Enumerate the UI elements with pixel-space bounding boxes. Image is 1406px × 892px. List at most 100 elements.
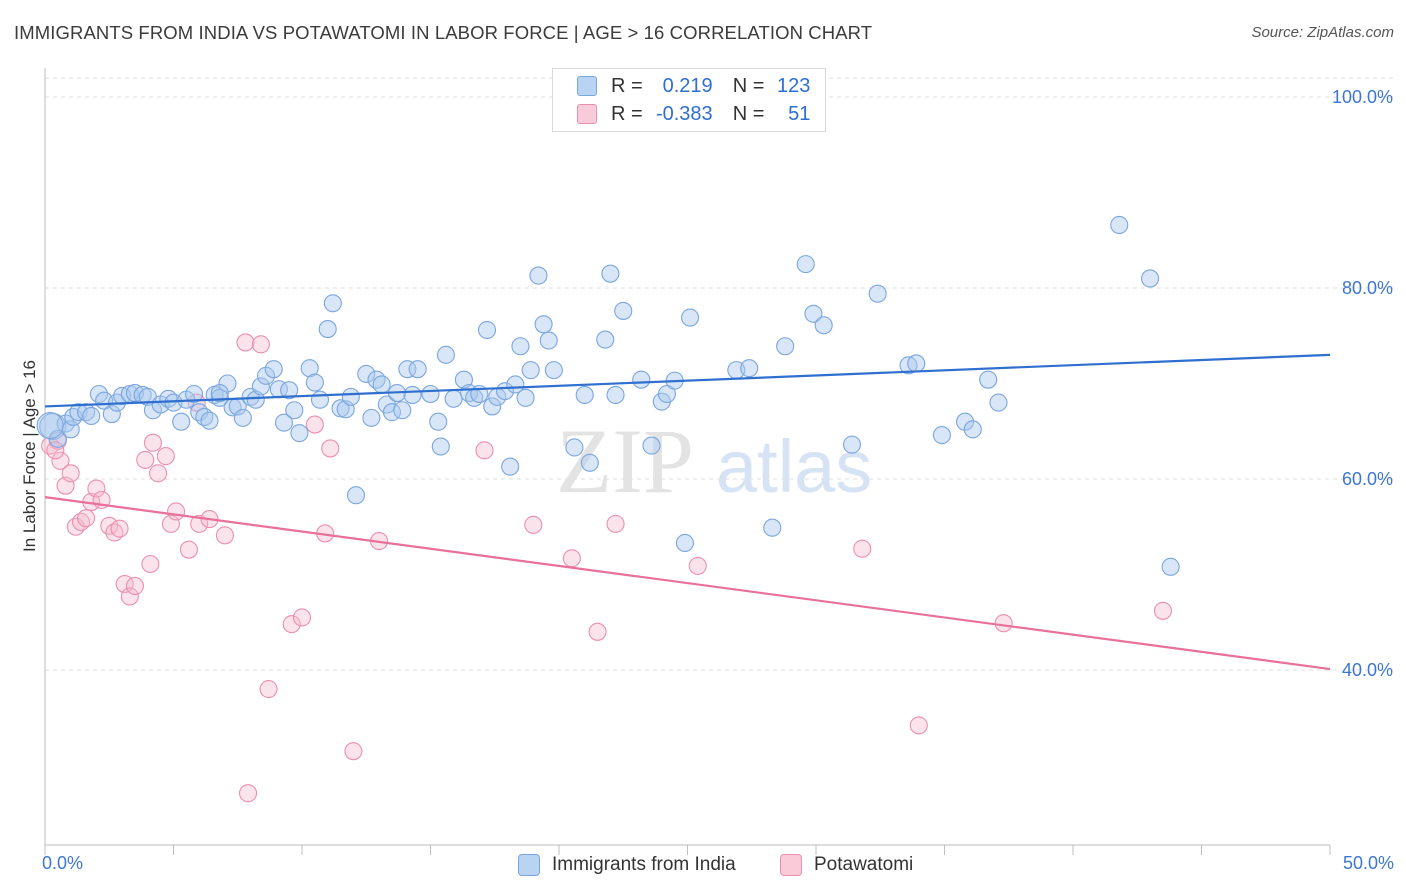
potawatomi-point — [236, 333, 255, 352]
potawatomi-point — [141, 554, 160, 574]
india-point — [341, 387, 360, 406]
potawatomi-point — [61, 464, 80, 483]
india-point — [36, 411, 64, 440]
potawatomi-point — [167, 502, 186, 521]
x-tick-label-max: 50.0% — [1343, 853, 1394, 873]
india-point — [796, 255, 815, 274]
x-tick-label-min: 0.0% — [42, 853, 83, 873]
india-point — [185, 384, 204, 404]
india-point — [657, 384, 676, 404]
r-label: R = — [611, 102, 643, 125]
potawatomi-point — [143, 433, 162, 452]
india-point — [544, 361, 563, 380]
india-point — [477, 320, 497, 340]
india-point — [274, 413, 294, 432]
potawatomi-point — [110, 519, 129, 538]
potawatomi-point — [321, 439, 340, 458]
potawatomi-legend-label: Potawatomi — [814, 854, 914, 875]
india-point — [521, 361, 540, 380]
potawatomi-point — [179, 540, 198, 559]
potawatomi-point — [120, 587, 139, 606]
potawatomi-point — [156, 447, 175, 466]
india-point — [403, 385, 422, 405]
india-point — [102, 405, 121, 424]
potawatomi-trend-line — [44, 496, 1331, 671]
potawatomi-point — [606, 514, 625, 533]
india-point — [172, 412, 191, 431]
n-value: 51 — [788, 102, 811, 125]
india-point — [436, 345, 455, 364]
india-point — [565, 438, 584, 457]
india-point — [346, 486, 366, 505]
india-point — [932, 426, 951, 445]
potawatomi-point — [688, 556, 707, 575]
india-point — [331, 399, 350, 418]
y-tick-label: 60.0% — [1342, 469, 1393, 489]
potawatomi-point — [562, 549, 581, 568]
india-point — [501, 457, 520, 476]
potawatomi-point — [1153, 601, 1172, 620]
n-label: N = — [732, 74, 765, 97]
india-point — [675, 533, 694, 553]
potawatomi-point — [524, 515, 543, 534]
india-legend-swatch — [518, 854, 540, 876]
india-point — [1141, 269, 1160, 288]
india-point — [323, 294, 342, 313]
india-point — [310, 390, 330, 409]
potawatomi-point — [853, 539, 872, 558]
potawatomi-swatch — [577, 104, 597, 124]
india-point — [210, 383, 229, 403]
potawatomi-point — [125, 576, 144, 596]
potawatomi-point — [588, 622, 607, 641]
potawatomi-point — [238, 784, 258, 803]
india-point — [280, 381, 299, 400]
axis-layer — [44, 68, 1331, 855]
india-point — [82, 406, 101, 426]
legend-item-potawatomi: Potawatomi — [780, 852, 913, 878]
potawatomi-points — [41, 333, 1172, 803]
chart-title: IMMIGRANTS FROM INDIA VS POTAWATOMI IN L… — [14, 22, 873, 43]
india-point — [393, 401, 412, 420]
india-point — [899, 356, 918, 375]
potawatomi-point — [994, 614, 1013, 633]
potawatomi-point — [149, 464, 168, 483]
india-point — [454, 370, 473, 389]
india-point — [362, 408, 381, 427]
india-point — [431, 437, 450, 456]
india-point — [233, 408, 252, 427]
source-label: Source: ZipAtlas.com — [1251, 24, 1394, 41]
india-point — [246, 390, 265, 409]
india-point — [596, 330, 615, 349]
potawatomi-point — [292, 608, 312, 627]
india-point — [372, 375, 391, 394]
stats-row-potawatomi: R = -0.383 N = 51 — [577, 101, 810, 127]
n-label: N = — [732, 102, 765, 125]
potawatomi-point — [282, 615, 301, 634]
y-tick-label: 40.0% — [1342, 660, 1393, 680]
india-point — [444, 389, 463, 408]
india-point — [776, 337, 795, 356]
india-point — [305, 373, 324, 392]
india-point — [516, 388, 535, 407]
potawatomi-point — [46, 441, 65, 460]
india-point — [842, 435, 862, 454]
india-point — [357, 364, 376, 384]
india-point — [367, 370, 386, 389]
india-point — [580, 453, 599, 472]
y-tick-label: 80.0% — [1342, 278, 1393, 298]
potawatomi-point — [77, 509, 96, 528]
india-point — [763, 518, 782, 537]
india-legend-label: Immigrants from India — [552, 854, 736, 875]
india-point — [740, 359, 759, 378]
india-point — [421, 384, 440, 404]
india-point — [956, 412, 975, 431]
india-point — [642, 436, 661, 455]
india-trend-line — [44, 353, 1331, 408]
india-point — [868, 284, 887, 303]
india-point — [39, 412, 67, 441]
india-point — [398, 360, 417, 379]
tick-labels: 40.0% 60.0% 80.0% 100.0% 0.0% 50.0% — [42, 87, 1394, 873]
india-point — [989, 393, 1008, 412]
potawatomi-point — [87, 479, 106, 498]
india-point — [606, 385, 625, 405]
